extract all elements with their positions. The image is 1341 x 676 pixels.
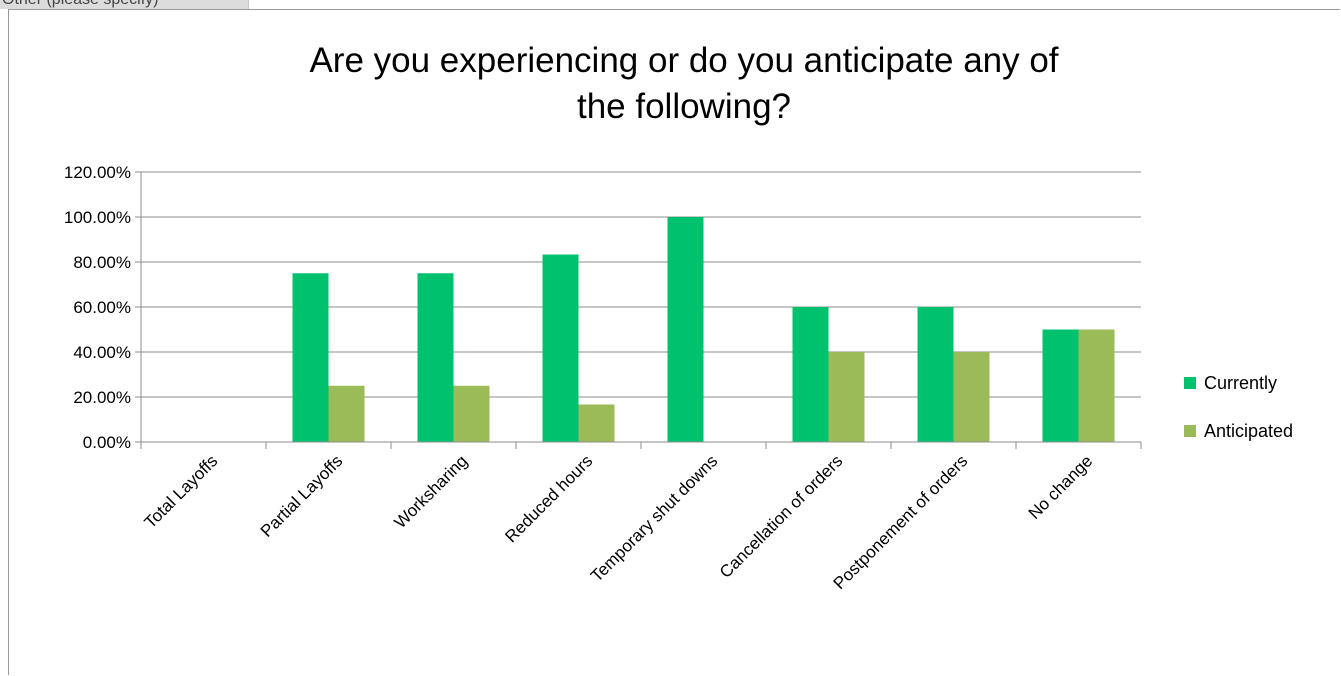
x-category-label: Partial Layoffs: [257, 451, 346, 540]
bar-currently: [792, 307, 829, 442]
bar-anticipated: [1078, 329, 1115, 442]
spreadsheet-cell[interactable]: Other (please specify): [0, 0, 249, 9]
legend-swatch-currently: [1184, 377, 1196, 389]
bar-currently: [917, 307, 954, 442]
x-category-label: No change: [1025, 451, 1097, 523]
y-tick-label: 40.00%: [73, 343, 131, 362]
bar-currently: [292, 273, 329, 442]
bar-anticipated: [953, 352, 990, 442]
bar-anticipated: [453, 385, 490, 442]
x-category-label: Total Layoffs: [141, 451, 222, 532]
chart-title-line: Are you experiencing or do you anticipat…: [309, 41, 1058, 80]
bar-currently: [667, 217, 704, 442]
y-tick-label: 60.00%: [73, 298, 131, 317]
x-category-label: Reduced hours: [501, 451, 596, 546]
x-category-label: Postponement of orders: [830, 451, 972, 593]
bar-currently: [542, 254, 579, 442]
bar-anticipated: [578, 404, 615, 442]
bar-chart: Are you experiencing or do you anticipat…: [64, 41, 1293, 593]
chart-title-line: the following?: [577, 87, 791, 126]
legend-label-anticipated: Anticipated: [1204, 421, 1293, 441]
bar-currently: [1042, 329, 1079, 442]
y-tick-label: 20.00%: [73, 388, 131, 407]
y-tick-label: 100.00%: [64, 208, 131, 227]
y-tick-label: 120.00%: [64, 163, 131, 182]
bar-currently: [417, 273, 454, 442]
spreadsheet-row-strip: Other (please specify): [0, 0, 1341, 10]
legend-label-currently: Currently: [1204, 373, 1277, 393]
chart-area[interactable]: Are you experiencing or do you anticipat…: [8, 9, 1340, 675]
legend-swatch-anticipated: [1184, 425, 1196, 437]
bar-anticipated: [328, 385, 365, 442]
y-tick-label: 0.00%: [83, 433, 131, 452]
x-category-label: Temporary shut downs: [587, 451, 721, 585]
bar-anticipated: [828, 352, 865, 442]
cell-text: Other (please specify): [2, 0, 159, 9]
y-tick-label: 80.00%: [73, 253, 131, 272]
x-category-label: Cancellation of orders: [716, 451, 846, 581]
x-category-label: Worksharing: [391, 451, 472, 532]
